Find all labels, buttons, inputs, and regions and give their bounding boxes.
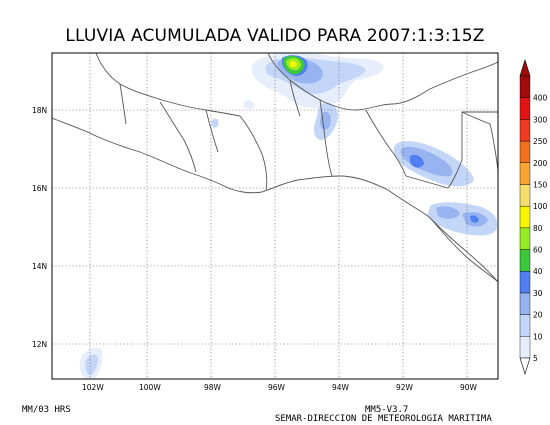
map-title: LLUVIA ACUMULADA VALIDO PARA 2007:1:3:15… (65, 26, 485, 46)
legend-label: 300 (533, 115, 548, 124)
legend-swatch (519, 205, 531, 229)
legend-swatch (519, 119, 531, 142)
pacific-coast (52, 117, 498, 283)
lon-label: 96W (268, 383, 286, 392)
legend-swatch (519, 271, 531, 294)
color-legend: 5 10 20 30 40 60 80 100 150 200 250 300 400 (519, 58, 548, 376)
legend-swatch (519, 314, 531, 337)
legend-arrow-bottom (519, 357, 531, 376)
rain-cell-north-yellow (290, 61, 297, 68)
lon-label: 102W (82, 383, 104, 392)
lon-label: 92W (396, 383, 414, 392)
legend-label: 40 (533, 267, 543, 276)
state-border-4 (319, 99, 333, 177)
legend-label: 20 (533, 311, 543, 320)
map-frame (51, 52, 499, 380)
interior-lines (119, 79, 301, 153)
legend-label: 250 (533, 137, 548, 146)
legend-swatch (519, 75, 531, 98)
legend-label: 400 (533, 94, 548, 103)
legend-label: 60 (533, 246, 543, 255)
legend-arrow-top (519, 58, 531, 77)
graticule (52, 53, 498, 379)
guatemala-border (405, 111, 498, 189)
lat-label: 16N (32, 184, 47, 193)
state-border-2 (159, 101, 197, 173)
gulf-coast (267, 53, 498, 111)
lat-label: 14N (32, 262, 47, 271)
footer-model: MM5-V3.7 (365, 405, 409, 415)
legend-swatch (519, 249, 531, 272)
legend-label: 200 (533, 159, 548, 168)
lat-labels: 18N 16N 14N 12N (32, 106, 47, 349)
central-america-coast (431, 219, 498, 283)
legend-label: 10 (533, 332, 543, 341)
map-background (52, 53, 498, 379)
legend-swatch (519, 97, 531, 120)
state-border-1 (95, 53, 241, 117)
legend-swatch (519, 227, 531, 250)
belize-border (461, 111, 498, 171)
legend-swatch (519, 336, 531, 359)
state-border-3 (239, 115, 268, 191)
legend-swatch (519, 292, 531, 315)
lat-label: 12N (32, 340, 47, 349)
legend-label: 5 (533, 354, 538, 363)
lat-label: 18N (32, 106, 47, 115)
legend-swatch (519, 184, 531, 207)
legend-label: 100 (533, 202, 548, 211)
legend-label: 80 (533, 224, 543, 233)
lon-label: 98W (204, 383, 222, 392)
legend-label: 30 (533, 289, 543, 298)
lon-label: 100W (139, 383, 161, 392)
lon-label: 94W (332, 383, 350, 392)
state-border-5 (365, 109, 407, 177)
legend-label: 150 (533, 180, 548, 189)
legend-swatch (519, 140, 531, 163)
footer-agency: SEMAR-DIRECCION DE METEOROLOGIA MARITIMA (275, 414, 492, 424)
rain-shading (79, 53, 498, 379)
lon-label: 90W (460, 383, 478, 392)
lon-labels: 102W 100W 98W 96W 94W 92W 90W (82, 383, 478, 392)
footer-interval: MM/03 HRS (22, 405, 71, 415)
coastlines (52, 53, 498, 283)
legend-swatch (519, 162, 531, 185)
